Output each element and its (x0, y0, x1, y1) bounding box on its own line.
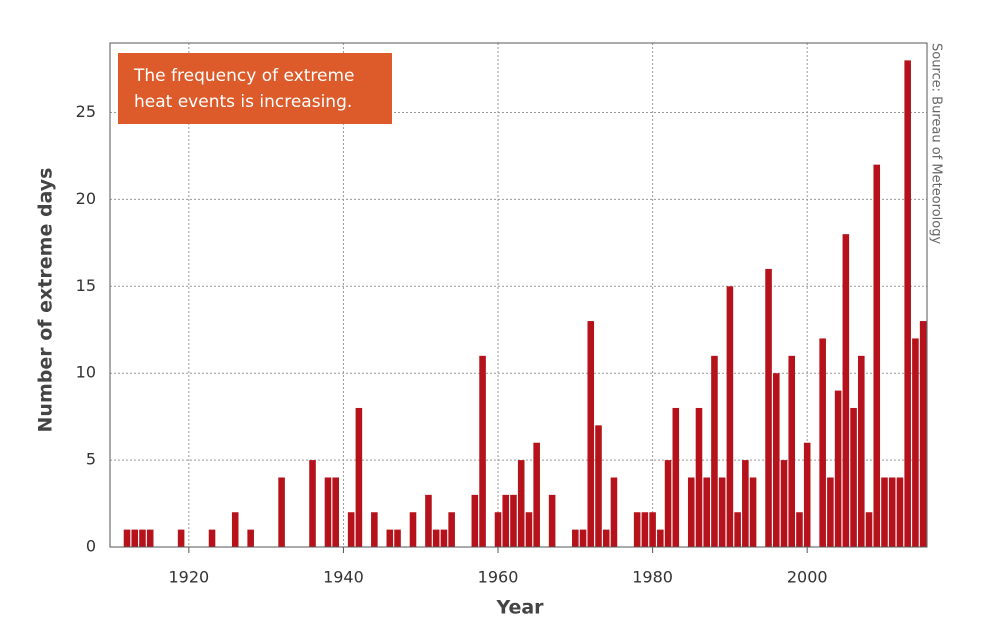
source: Source: Bureau of Meteorology (929, 43, 944, 244)
y-tick-label: 20 (76, 189, 96, 208)
bar (371, 512, 378, 547)
bar (834, 390, 842, 547)
bar (517, 460, 525, 547)
bar (510, 494, 517, 547)
bar (471, 494, 479, 547)
bar (394, 529, 401, 547)
bar (881, 477, 888, 547)
bar (912, 338, 919, 547)
bar (827, 477, 834, 547)
bar (796, 512, 803, 547)
annotation-box (118, 53, 392, 124)
annotation-line: heat events is increasing. (134, 92, 352, 112)
bar (718, 477, 726, 547)
y-tick-label: 25 (76, 102, 96, 121)
bars (123, 60, 927, 548)
bar (788, 355, 796, 547)
bar (332, 477, 339, 547)
bar (231, 512, 239, 547)
x-tick-label: 1940 (323, 568, 364, 587)
bar (703, 477, 710, 547)
bar (409, 512, 417, 547)
bar (633, 512, 641, 547)
bar (525, 512, 533, 547)
bar (146, 529, 154, 547)
bar (602, 529, 610, 547)
y-tick-label: 5 (86, 450, 96, 469)
bar (139, 529, 146, 547)
y-tick-label: 10 (76, 363, 96, 382)
bar (610, 477, 618, 547)
bar (695, 407, 703, 547)
bar (888, 477, 896, 547)
bar (208, 529, 216, 547)
bar (726, 286, 734, 547)
x-tick-label: 1960 (478, 568, 519, 587)
x-tick-label: 2000 (787, 568, 828, 587)
bar (842, 234, 850, 547)
bar (649, 512, 656, 547)
bar (904, 60, 911, 548)
bar (247, 529, 254, 547)
bar (865, 512, 873, 547)
bar (347, 512, 355, 547)
x-tick-label: 1920 (168, 568, 209, 587)
bar (448, 512, 455, 547)
bar (479, 355, 486, 547)
bar (803, 442, 811, 547)
bar (711, 355, 718, 547)
bar (278, 477, 285, 547)
bar (309, 460, 316, 547)
bar (780, 460, 788, 547)
bar (896, 477, 904, 547)
y-tick-label: 15 (76, 276, 96, 295)
bar (123, 529, 131, 547)
bar (873, 164, 881, 548)
plot-frame (109, 42, 928, 548)
bar (440, 529, 448, 547)
bar (548, 494, 556, 547)
bar (131, 529, 139, 547)
bar (858, 355, 865, 547)
bar (494, 512, 502, 547)
bar (664, 460, 672, 547)
bar (386, 529, 394, 547)
bar (742, 460, 749, 547)
bar (657, 529, 664, 547)
bar (425, 494, 432, 547)
bar (595, 425, 602, 547)
bar (819, 338, 826, 547)
bar (765, 268, 772, 547)
bar (641, 512, 649, 547)
bar (572, 529, 579, 547)
bar (734, 512, 741, 547)
y-tick-label: 0 (86, 537, 96, 556)
bar (749, 477, 757, 547)
bar (533, 442, 540, 547)
x-tick-label: 1980 (632, 568, 673, 587)
bar (587, 321, 595, 547)
bar (672, 407, 680, 547)
x-axis-label: Year (495, 597, 544, 619)
bar (177, 529, 185, 547)
bar (355, 407, 363, 547)
bar (502, 494, 510, 547)
bar (687, 477, 695, 547)
bar (579, 529, 587, 547)
y-axis-label: Number of extreme days (35, 168, 57, 433)
bar (919, 321, 927, 547)
bar (432, 529, 440, 547)
annotation-line: The frequency of extreme (133, 66, 354, 86)
bar (324, 477, 332, 547)
bar (772, 373, 780, 547)
bar (850, 407, 857, 547)
